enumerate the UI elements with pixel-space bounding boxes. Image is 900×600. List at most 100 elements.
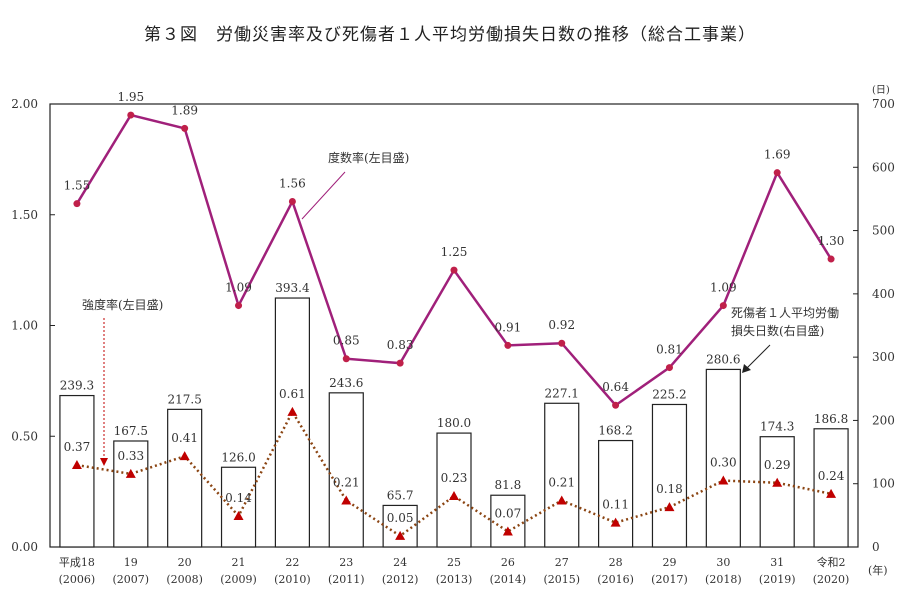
frequency-label: 1.09 — [225, 281, 252, 295]
bar — [113, 440, 149, 548]
bar-label: 227.1 — [545, 386, 579, 400]
frequency-marker — [288, 197, 296, 205]
severity-label: 0.11 — [602, 498, 629, 512]
severity-label: 0.23 — [441, 471, 468, 485]
frequency-marker — [450, 266, 458, 274]
annotation-days-arrow — [743, 344, 771, 372]
frequency-marker — [235, 302, 243, 310]
bar-label: 65.7 — [387, 488, 414, 502]
bar-label: 168.2 — [598, 424, 632, 438]
severity-label: 0.41 — [171, 431, 198, 445]
severity-marker — [341, 495, 352, 505]
severity-line — [76, 409, 832, 538]
annotation-frequency: 度数率(左目盛) — [328, 150, 409, 165]
x-tick-label: 令和2 — [817, 555, 846, 569]
bar — [167, 408, 203, 548]
severity-marker — [395, 530, 406, 540]
bar-label: 225.2 — [652, 387, 686, 401]
frequency-label: 0.91 — [495, 320, 522, 334]
bar-label: 243.6 — [329, 376, 363, 390]
x-tick-label: 26 — [501, 556, 515, 569]
x-tick-sublabel: (2018) — [705, 573, 742, 586]
bar-label: 126.0 — [221, 450, 255, 464]
right-tick-label: 100 — [872, 477, 895, 491]
x-tick-label: 23 — [339, 556, 353, 569]
bar — [813, 428, 849, 548]
right-tick-label: 700 — [872, 97, 895, 111]
severity-label: 0.29 — [764, 458, 791, 472]
left-tick-label: 0.50 — [11, 429, 38, 443]
bar — [597, 439, 634, 548]
severity-label: 0.61 — [279, 387, 306, 401]
left-tick-label: 0.00 — [11, 540, 38, 554]
frequency-label: 1.55 — [64, 179, 91, 193]
x-tick-label: 22 — [285, 556, 299, 569]
x-tick-label: 27 — [555, 556, 569, 569]
bar-label: 167.5 — [114, 424, 148, 438]
severity-label: 0.18 — [656, 482, 683, 496]
x-tick-label: 24 — [393, 556, 407, 569]
severity-marker — [125, 468, 136, 478]
bar-label: 81.8 — [495, 478, 522, 492]
severity-label: 0.24 — [818, 469, 845, 483]
x-tick-sublabel: (2020) — [813, 573, 850, 586]
x-tick-label: 21 — [232, 556, 246, 569]
severity-label: 0.05 — [387, 511, 414, 525]
left-tick-label: 1.00 — [11, 319, 38, 333]
severity-marker — [718, 475, 729, 485]
severity-marker — [826, 488, 837, 498]
left-tick-label: 1.50 — [11, 208, 38, 222]
x-tick-label: 31 — [770, 556, 784, 569]
frequency-marker — [396, 359, 404, 367]
chart-title: 第３図 労働災害率及び死傷者１人平均労働損失日数の推移（総合工事業） — [144, 25, 756, 45]
frequency-label: 0.85 — [333, 334, 360, 348]
x-tick-label: 28 — [609, 556, 623, 569]
severity-label: 0.07 — [495, 506, 522, 520]
x-tick-label: 20 — [178, 556, 192, 569]
frequency-marker — [719, 302, 727, 310]
severity-label: 0.14 — [225, 491, 252, 505]
bar — [651, 403, 688, 548]
severity-label: 0.37 — [64, 440, 91, 454]
severity-marker — [664, 502, 675, 512]
severity-marker — [556, 495, 567, 505]
x-tick-sublabel: (2006) — [59, 573, 96, 586]
bar-label: 239.3 — [60, 379, 94, 393]
right-tick-label: 300 — [872, 350, 895, 364]
frequency-marker — [342, 355, 350, 363]
severity-marker — [179, 451, 190, 461]
x-tick-sublabel: (2017) — [651, 573, 688, 586]
severity-marker — [502, 526, 513, 536]
frequency-label: 0.92 — [548, 318, 575, 332]
frequency-label: 0.83 — [387, 338, 414, 352]
frequency-label: 1.95 — [117, 90, 144, 104]
bar — [705, 368, 741, 548]
x-tick-sublabel: (2009) — [220, 573, 257, 586]
severity-marker — [233, 510, 244, 520]
right-tick-label: 400 — [872, 287, 895, 301]
frequency-marker — [665, 364, 673, 372]
bar — [436, 432, 472, 548]
bar-label: 180.0 — [437, 416, 471, 430]
frequency-label: 1.30 — [818, 234, 845, 248]
severity-label: 0.21 — [548, 475, 575, 489]
frequency-marker — [127, 111, 135, 119]
x-axis-unit: (年) — [868, 563, 888, 577]
bar — [759, 436, 795, 548]
frequency-marker — [827, 255, 835, 263]
frequency-label: 0.64 — [602, 380, 629, 394]
annotation-frequency-arrow — [301, 171, 346, 220]
frequency-marker — [773, 169, 781, 177]
bar-label: 186.8 — [814, 412, 848, 426]
frequency-marker — [612, 401, 620, 409]
bar-label: 393.4 — [275, 281, 310, 295]
bar-label: 217.5 — [167, 392, 201, 406]
bar — [220, 466, 257, 548]
right-tick-label: 500 — [872, 224, 895, 238]
bar — [328, 392, 364, 548]
x-tick-sublabel: (2013) — [436, 573, 473, 586]
right-tick-label: 0 — [872, 540, 880, 554]
x-tick-sublabel: (2015) — [543, 573, 580, 586]
